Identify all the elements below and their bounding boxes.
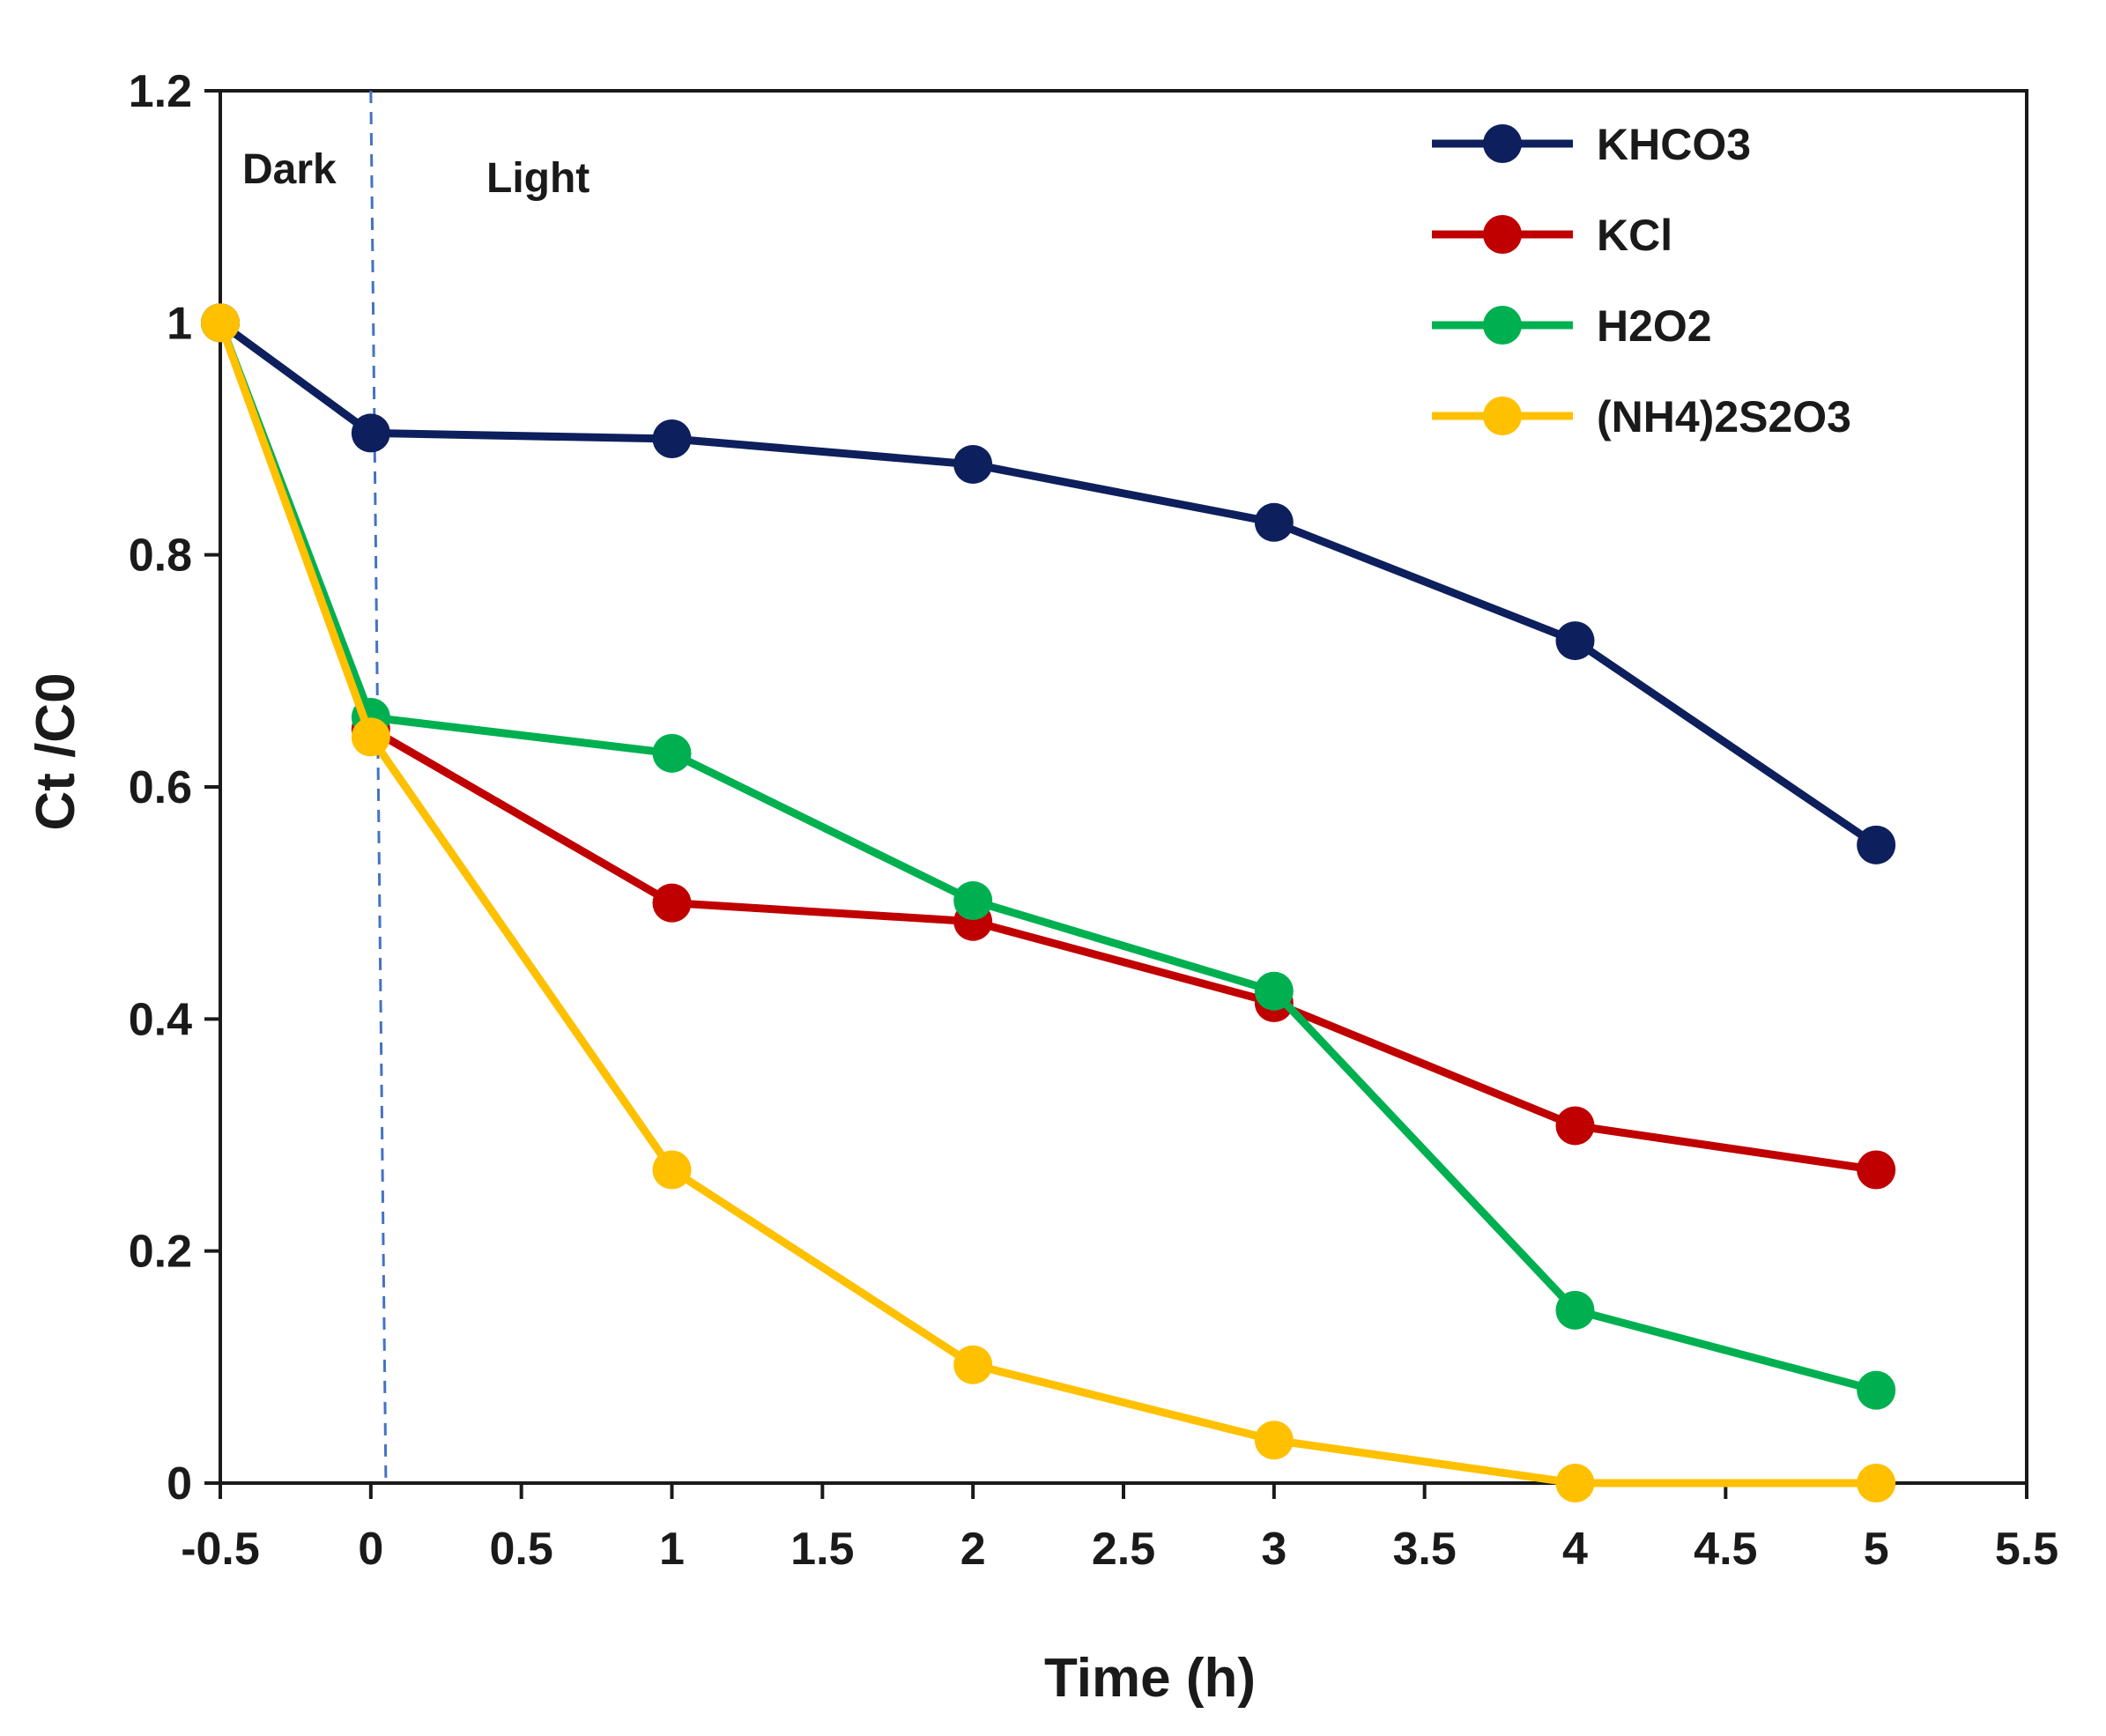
series-line <box>216 321 1877 1174</box>
data-point <box>1555 621 1595 661</box>
dark-light-divider-line <box>369 90 388 1484</box>
data-point <box>953 444 993 484</box>
x-tick-label: -0.5 <box>181 1524 260 1575</box>
data-point <box>1555 1290 1595 1330</box>
y-tick-label: 1 <box>167 298 192 349</box>
data-point <box>953 1345 993 1384</box>
legend-swatch-marker <box>1483 397 1522 435</box>
data-point <box>1254 1421 1294 1460</box>
data-point <box>1857 1370 1896 1410</box>
data-point <box>351 413 390 453</box>
x-tick-label: 0 <box>358 1524 383 1575</box>
series-line <box>216 321 1877 1487</box>
dark-light-divider <box>369 90 388 1484</box>
legend: KHCO3 KCl H2O2 (NH4)2S2O3 <box>1432 120 1851 441</box>
legend-swatch-marker <box>1483 215 1522 254</box>
legend-item: KHCO3 <box>1432 120 1751 169</box>
y-axis-title: Ct /C0 <box>26 672 86 830</box>
legend-swatch-marker <box>1483 306 1522 345</box>
legend-label: H2O2 <box>1597 301 1712 351</box>
x-tick-label: 1 <box>659 1524 685 1575</box>
y-tick-label: 0.8 <box>129 530 192 582</box>
data-point <box>953 881 993 921</box>
series-layer <box>201 303 1896 1502</box>
annotation-light: Light <box>486 155 590 202</box>
x-tick-label: 1.5 <box>790 1524 854 1575</box>
data-point <box>652 419 692 458</box>
x-tick-label: 4.5 <box>1694 1524 1757 1575</box>
legend-label: (NH4)2S2O3 <box>1597 392 1851 441</box>
axes: -0.5 0 0.5 1 1.5 2 2.5 3 3.5 4 4.5 5 5.5 0 0.2 0.4 0.6 0.… <box>26 66 2058 1709</box>
legend-item: (NH4)2S2O3 <box>1432 392 1851 441</box>
legend-item: H2O2 <box>1432 301 1712 351</box>
series-(NH4)2S2O3 <box>201 303 1896 1502</box>
x-tick-label: 2.5 <box>1092 1524 1155 1575</box>
data-point <box>201 303 240 343</box>
y-tick-label: 0.2 <box>129 1227 192 1278</box>
legend-swatch-marker <box>1483 124 1522 163</box>
data-point <box>1857 1150 1896 1190</box>
data-point <box>652 1150 692 1190</box>
x-tick-label: 3 <box>1261 1524 1287 1575</box>
data-point <box>351 717 390 757</box>
y-tick-label: 0.4 <box>129 994 192 1045</box>
y-tick-label: 1.2 <box>129 66 192 117</box>
annotation-dark: Dark <box>242 146 337 193</box>
data-point <box>1555 1106 1595 1146</box>
data-point <box>1254 502 1294 542</box>
data-point <box>1857 1464 1896 1502</box>
y-tick-label: 0 <box>167 1458 192 1510</box>
x-tick-label: 4 <box>1562 1524 1588 1575</box>
x-tick-label: 3.5 <box>1393 1524 1457 1575</box>
annotations: Dark Light <box>242 146 590 202</box>
legend-label: KHCO3 <box>1597 120 1751 169</box>
data-point <box>652 733 692 773</box>
data-point <box>1857 825 1896 864</box>
data-point <box>1254 971 1294 1011</box>
x-tick-label: 0.5 <box>490 1524 553 1575</box>
y-tick-label: 0.6 <box>129 762 192 813</box>
data-point <box>652 883 692 923</box>
x-tick-label: 5.5 <box>1995 1524 2058 1575</box>
x-tick-label: 5 <box>1864 1524 1889 1575</box>
x-axis-title: Time (h) <box>1044 1648 1256 1709</box>
legend-item: KCl <box>1432 211 1672 260</box>
legend-label: KCl <box>1597 211 1672 260</box>
x-tick-label: 2 <box>960 1524 986 1575</box>
series-line <box>216 321 1878 1395</box>
data-point <box>1555 1464 1595 1502</box>
plot-frame <box>219 89 2028 1485</box>
